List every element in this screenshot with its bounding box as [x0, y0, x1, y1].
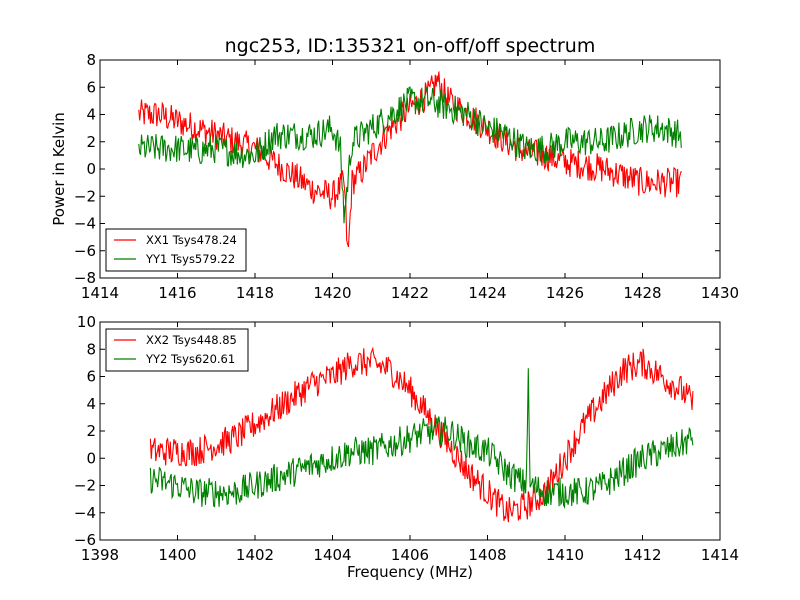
- series-group: [138, 71, 682, 248]
- x-tick-label: 1424: [468, 284, 506, 302]
- x-tick-label: 1414: [701, 546, 739, 564]
- x-tick-label: 1410: [546, 546, 584, 564]
- x-tick-label: 1428: [623, 284, 661, 302]
- x-tick-label: 1412: [623, 546, 661, 564]
- y-tick-label: 6: [86, 368, 96, 386]
- bottom-panel: 1398 1400 1402 1404 1406 1408 1410 1412 1414 −6 −4…: [74, 313, 739, 564]
- y-tick-label: −6: [74, 242, 96, 260]
- figure-title: ngc253, ID:135321 on-off/off spectrum: [225, 35, 596, 57]
- y-tick-label: 0: [86, 449, 96, 467]
- series-group: [149, 346, 694, 523]
- x-tick-label: 1408: [468, 546, 506, 564]
- y-tick-label: −4: [74, 215, 96, 233]
- y-tick-label: 10: [77, 313, 96, 331]
- series-line-1: [149, 346, 694, 523]
- x-tick-label: 1402: [236, 546, 274, 564]
- y-tick-label: 4: [86, 395, 96, 413]
- x-tick-label: 1398: [81, 546, 119, 564]
- x-tick-label: 1400: [158, 546, 196, 564]
- y-tick-label: 4: [86, 106, 96, 124]
- legend-label: XX1 Tsys478.24: [146, 233, 237, 247]
- y-tick-label: 2: [86, 422, 96, 440]
- series-line-2: [149, 368, 694, 509]
- y-tick-label: 6: [86, 78, 96, 96]
- y-tick-label: −2: [74, 187, 96, 205]
- top-panel: 1414 1416 1418 1420 1422 1424 1426 1428 1430 −8 −6…: [74, 51, 739, 302]
- x-axis-label: Frequency (MHz): [347, 563, 473, 581]
- y-tick-label: 0: [86, 160, 96, 178]
- y-tick-label: −6: [74, 531, 96, 549]
- legend-label: YY1 Tsys579.22: [145, 252, 235, 266]
- x-tick-label: 1430: [701, 284, 739, 302]
- y-axis-label: Power in Kelvin: [50, 112, 68, 226]
- series-line-2: [138, 86, 682, 224]
- x-tick-label: 1426: [546, 284, 584, 302]
- legend-label: YY2 Tsys620.61: [145, 352, 235, 366]
- x-tick-label: 1404: [313, 546, 351, 564]
- y-tick-label: 2: [86, 133, 96, 151]
- x-tick-label: 1406: [391, 546, 429, 564]
- y-tick-label: −4: [74, 504, 96, 522]
- x-tick-label: 1422: [391, 284, 429, 302]
- y-tick-label: −8: [74, 269, 96, 287]
- x-tick-label: 1420: [313, 284, 351, 302]
- x-tick-label: 1418: [236, 284, 274, 302]
- x-tick-label: 1416: [158, 284, 196, 302]
- x-tick-label: 1414: [81, 284, 119, 302]
- legend-label: XX2 Tsys448.85: [146, 333, 237, 347]
- legend-box: [105, 328, 249, 372]
- y-tick-label: 8: [86, 51, 96, 69]
- y-tick-label: −2: [74, 477, 96, 495]
- y-tick-label: 8: [86, 340, 96, 358]
- legend-box: [105, 228, 247, 272]
